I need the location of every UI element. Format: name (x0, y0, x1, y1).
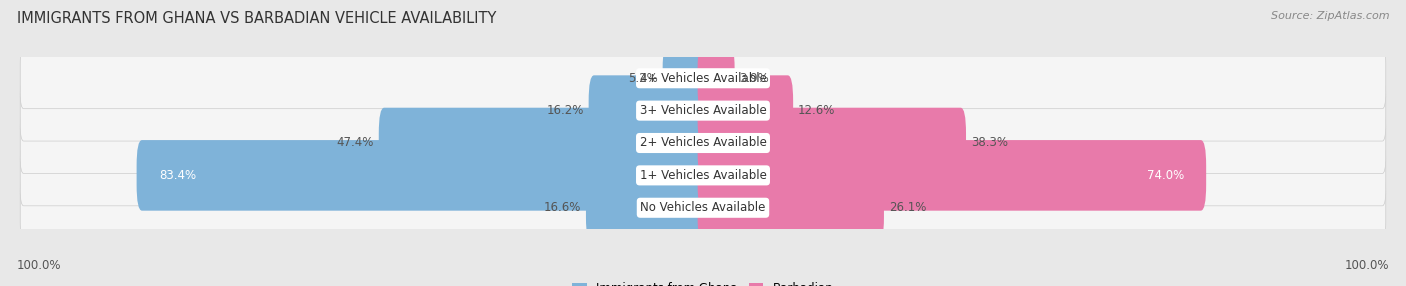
Text: 4+ Vehicles Available: 4+ Vehicles Available (640, 72, 766, 85)
Text: 3+ Vehicles Available: 3+ Vehicles Available (640, 104, 766, 117)
FancyBboxPatch shape (697, 172, 884, 243)
FancyBboxPatch shape (20, 177, 1386, 238)
Text: 83.4%: 83.4% (159, 169, 195, 182)
FancyBboxPatch shape (20, 80, 1386, 141)
FancyBboxPatch shape (586, 172, 709, 243)
Text: 47.4%: 47.4% (336, 136, 374, 150)
FancyBboxPatch shape (662, 43, 709, 114)
Text: 1+ Vehicles Available: 1+ Vehicles Available (640, 169, 766, 182)
Text: 2+ Vehicles Available: 2+ Vehicles Available (640, 136, 766, 150)
Text: 3.9%: 3.9% (740, 72, 769, 85)
Text: 100.0%: 100.0% (1344, 259, 1389, 272)
FancyBboxPatch shape (697, 108, 966, 178)
FancyBboxPatch shape (136, 140, 709, 211)
FancyBboxPatch shape (589, 75, 709, 146)
FancyBboxPatch shape (697, 43, 734, 114)
FancyBboxPatch shape (20, 48, 1386, 109)
Text: 12.6%: 12.6% (797, 104, 835, 117)
FancyBboxPatch shape (697, 140, 1206, 211)
Text: 16.6%: 16.6% (544, 201, 581, 214)
Text: IMMIGRANTS FROM GHANA VS BARBADIAN VEHICLE AVAILABILITY: IMMIGRANTS FROM GHANA VS BARBADIAN VEHIC… (17, 11, 496, 26)
Text: 100.0%: 100.0% (17, 259, 62, 272)
Text: 16.2%: 16.2% (547, 104, 583, 117)
Text: No Vehicles Available: No Vehicles Available (640, 201, 766, 214)
Text: 26.1%: 26.1% (889, 201, 927, 214)
Text: Source: ZipAtlas.com: Source: ZipAtlas.com (1271, 11, 1389, 21)
FancyBboxPatch shape (20, 113, 1386, 173)
FancyBboxPatch shape (20, 145, 1386, 206)
Text: 5.2%: 5.2% (628, 72, 658, 85)
Text: 74.0%: 74.0% (1147, 169, 1184, 182)
Text: 38.3%: 38.3% (970, 136, 1008, 150)
FancyBboxPatch shape (378, 108, 709, 178)
Legend: Immigrants from Ghana, Barbadian: Immigrants from Ghana, Barbadian (572, 282, 834, 286)
FancyBboxPatch shape (697, 75, 793, 146)
